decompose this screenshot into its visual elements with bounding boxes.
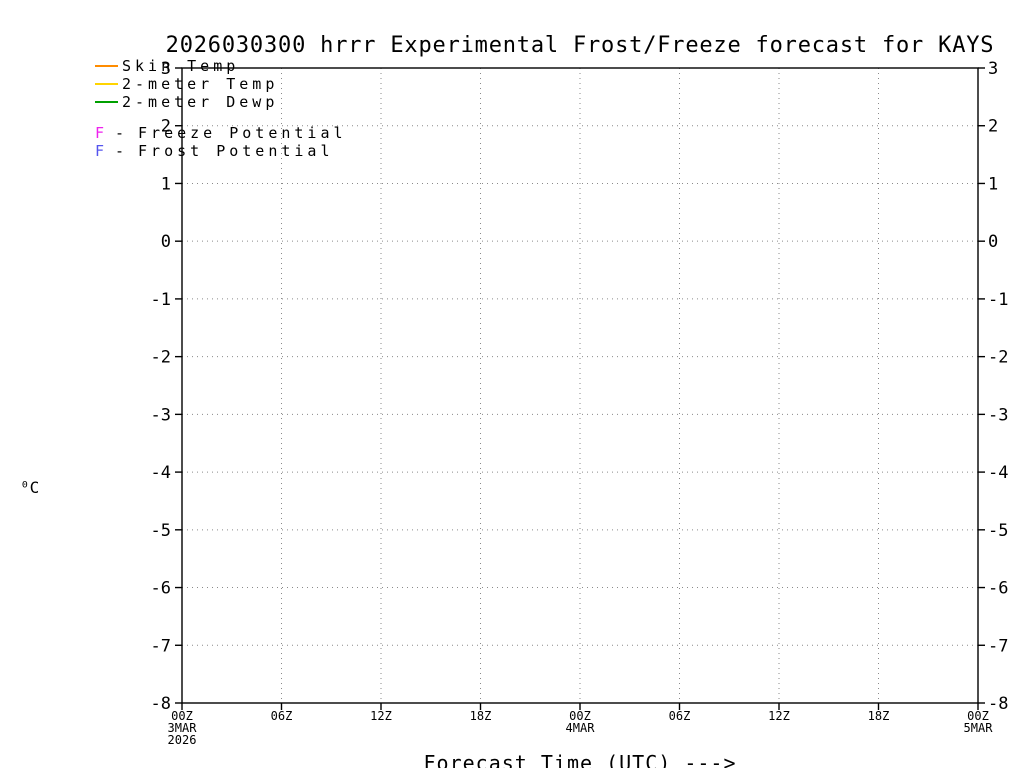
y-tick-label-left: -4 <box>151 463 171 483</box>
y-tick-label-right: 3 <box>988 59 998 79</box>
x-axis-label: Forecast Time (UTC) ---> <box>423 751 737 768</box>
legend-label: Freeze Potential <box>138 124 347 142</box>
y-tick-label-right: -7 <box>988 636 1008 656</box>
x-tick-label: 00Z <box>569 709 591 723</box>
y-tick-label-right: -8 <box>988 694 1008 714</box>
y-tick-label-left: 3 <box>161 59 171 79</box>
y-tick-label-left: 2 <box>161 117 171 137</box>
y-tick-label-right: 0 <box>988 232 998 252</box>
y-tick-label-left: -5 <box>151 521 171 541</box>
x-date-label: 2026 <box>168 733 197 747</box>
y-tick-label-right: -2 <box>988 348 1008 368</box>
chart-title: 2026030300 hrrr Experimental Frost/Freez… <box>165 33 995 58</box>
legend-line-swatch <box>95 101 118 103</box>
x-tick-label: 18Z <box>470 709 492 723</box>
x-date-label: 4MAR <box>566 721 596 735</box>
y-tick-label-left: -2 <box>151 348 171 368</box>
legend-label: 2-meter Dewp <box>122 93 279 111</box>
legend-item: F - Freeze Potential <box>95 124 347 142</box>
y-tick-label-right: -3 <box>988 405 1008 425</box>
chart-legend: Skin Temp 2-meter Temp 2-meter Dewp F - Freez… <box>95 57 347 160</box>
legend-item: 2-meter Temp <box>95 75 347 93</box>
legend-marker-symbol: F <box>95 142 109 160</box>
y-tick-label-left: -6 <box>151 579 171 599</box>
x-tick-label: 18Z <box>868 709 890 723</box>
y-tick-label-left: -7 <box>151 636 171 656</box>
y-axis-unit-label: ⁰C <box>20 478 40 497</box>
y-tick-label-right: -4 <box>988 463 1008 483</box>
x-tick-label: 00Z <box>967 709 989 723</box>
legend-label: 2-meter Temp <box>122 75 279 93</box>
legend-item: F - Frost Potential <box>95 142 347 160</box>
y-tick-label-left: 1 <box>161 174 171 194</box>
y-tick-label-right: -5 <box>988 521 1008 541</box>
x-tick-label: 12Z <box>370 709 392 723</box>
y-tick-label-left: -1 <box>151 290 171 310</box>
legend-item: Skin Temp <box>95 57 347 75</box>
y-tick-label-right: -6 <box>988 579 1008 599</box>
x-tick-label: 00Z <box>171 709 193 723</box>
x-date-label: 3MAR <box>168 721 198 735</box>
x-tick-label: 12Z <box>768 709 790 723</box>
legend-marker-symbol: F <box>95 124 109 142</box>
y-tick-label-right: 2 <box>988 117 998 137</box>
legend-label: Frost Potential <box>138 142 334 160</box>
x-date-label: 5MAR <box>964 721 994 735</box>
x-tick-label: 06Z <box>669 709 691 723</box>
y-tick-label-left: -3 <box>151 405 171 425</box>
y-tick-label-right: 1 <box>988 174 998 194</box>
legend-item: 2-meter Dewp <box>95 93 347 111</box>
y-tick-label-left: -8 <box>151 694 171 714</box>
legend-line-swatch <box>95 65 118 67</box>
legend-dash: - <box>115 142 129 160</box>
y-tick-label-right: -1 <box>988 290 1008 310</box>
legend-line-swatch <box>95 83 118 85</box>
x-tick-label: 06Z <box>271 709 293 723</box>
y-tick-label-left: 0 <box>161 232 171 252</box>
legend-label: Skin Temp <box>122 57 240 75</box>
legend-dash: - <box>115 124 129 142</box>
